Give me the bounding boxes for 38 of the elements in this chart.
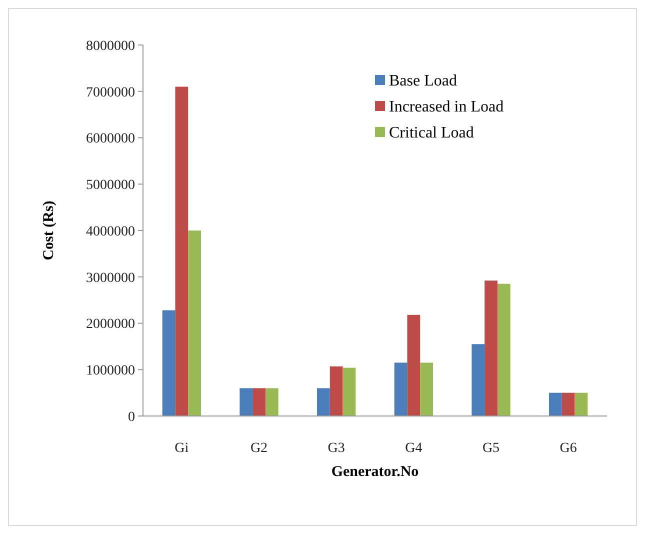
x-tick-label: G3: [328, 441, 345, 456]
bar: [549, 392, 562, 416]
x-tick-label: G6: [560, 441, 577, 456]
bar: [265, 388, 278, 416]
y-tick-label: 3000000: [86, 270, 135, 286]
bar: [330, 366, 343, 416]
bar: [574, 392, 588, 416]
x-tick-label: Gi: [174, 441, 189, 456]
x-axis-title: Generator.No: [331, 464, 419, 480]
x-tick-label: G2: [250, 441, 268, 456]
y-axis-title: Cost (Rs): [41, 200, 57, 260]
bar: [394, 362, 408, 416]
bar: [175, 86, 188, 416]
bar: [252, 388, 266, 416]
y-tick-label: 5000000: [86, 178, 135, 194]
x-tick-label: G5: [482, 441, 500, 456]
bar: [420, 362, 433, 416]
bar: [472, 344, 485, 416]
bar: [342, 368, 356, 416]
bar: [407, 314, 420, 416]
x-tick-label: G4: [405, 441, 422, 456]
legend-label: Base Load: [389, 72, 457, 90]
bar: [188, 230, 201, 416]
bar: [484, 280, 498, 416]
legend-label: Increased in Load: [389, 98, 504, 116]
y-tick-label: 6000000: [86, 132, 135, 147]
y-tick-label: 7000000: [86, 85, 135, 100]
y-tick-label: 8000000: [86, 38, 135, 54]
y-tick-label: 4000000: [86, 224, 135, 240]
legend-label: Critical Load: [389, 124, 474, 142]
y-tick-label: 0: [128, 410, 135, 425]
bar: [562, 392, 575, 416]
bar: [162, 310, 176, 416]
bar: [240, 388, 253, 416]
y-tick-label: 1000000: [86, 364, 135, 379]
y-tick-label: 2000000: [86, 317, 135, 332]
bar: [317, 388, 330, 416]
bar: [497, 284, 510, 416]
